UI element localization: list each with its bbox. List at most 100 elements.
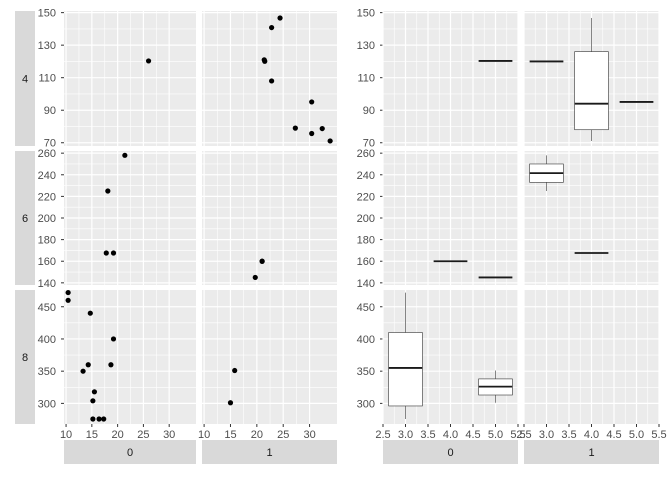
col-strip-label: 1 [588, 447, 594, 459]
x-tick-label: 30 [163, 429, 175, 441]
y-tick-label: 140 [38, 278, 56, 290]
col-strip-0 [383, 440, 518, 464]
scatter-point [85, 362, 91, 368]
panel-row-6-col-0 [64, 151, 196, 285]
x-tick-label: 4.0 [443, 429, 458, 441]
scatter-point [108, 362, 114, 368]
x-tick-label: 3.0 [398, 429, 413, 441]
col-strip-label: 0 [447, 447, 453, 459]
panel-row-4-col-1 [202, 11, 337, 146]
x-tick-label: 2.5 [516, 429, 531, 441]
y-tick-label: 400 [357, 334, 375, 346]
x-tick-label: 15 [224, 429, 236, 441]
scatter-point [91, 389, 98, 395]
panel-row-4-col-1 [523, 11, 660, 146]
y-tick-label: 450 [357, 302, 375, 314]
row-strip-6 [15, 151, 35, 285]
scatter-point [103, 250, 109, 256]
scatter-point [252, 274, 258, 281]
col-strip-label: 0 [127, 447, 133, 459]
panel-background [202, 290, 337, 424]
col-strip-label: 1 [266, 447, 272, 459]
panel-row-6-col-0 [382, 151, 519, 285]
y-tick-label: 220 [357, 191, 375, 203]
y-tick-label: 400 [38, 334, 56, 346]
panel-row-8-col-1 [202, 290, 337, 424]
y-tick-label: 70 [363, 138, 375, 150]
scatter-point [319, 125, 325, 132]
x-tick-label: 3.5 [561, 429, 576, 441]
x-tick-label: 30 [303, 429, 315, 441]
x-tick-label: 10 [60, 429, 72, 441]
scatter-point [292, 125, 298, 131]
y-tick-label: 150 [357, 8, 375, 20]
boxplot-iqr-box [388, 332, 423, 407]
x-tick-label: 20 [251, 429, 263, 441]
boxplot-box [529, 155, 564, 191]
scatter-point [269, 78, 275, 84]
row-strip-4 [15, 11, 35, 146]
scatter-point [227, 400, 234, 406]
y-tick-label: 180 [38, 235, 56, 247]
x-tick-label: 25 [137, 429, 149, 441]
scatter-point [269, 24, 275, 31]
boxplot-box [388, 292, 423, 419]
scatter-point [327, 138, 333, 144]
y-tick-label: 200 [357, 213, 375, 225]
scatter-point [277, 15, 283, 21]
scatter-point [232, 367, 238, 374]
x-tick-label: 4.5 [606, 429, 621, 441]
scatter-point [65, 297, 71, 303]
y-tick-label: 160 [357, 256, 375, 268]
y-tick-label: 130 [38, 40, 56, 52]
panel-row-4-col-0 [64, 11, 196, 146]
scatter-point [110, 250, 117, 256]
chart-root: 4709011013015061401601802002202402608300… [15, 8, 667, 464]
panel-row-8-col-1 [523, 290, 660, 424]
boxplot-box [574, 17, 609, 141]
panel-row-6-col-1 [523, 151, 660, 285]
x-tick-label: 5.5 [510, 429, 525, 441]
col-strip-0 [64, 440, 196, 464]
y-tick-label: 140 [357, 278, 375, 290]
y-tick-label: 300 [38, 398, 56, 410]
scatter-point [309, 99, 315, 105]
y-tick-label: 260 [38, 148, 56, 160]
y-tick-label: 130 [357, 40, 375, 52]
y-tick-label: 90 [44, 105, 56, 117]
row-strip-label: 4 [22, 74, 28, 86]
scatter-point [87, 310, 93, 316]
y-tick-label: 90 [363, 105, 375, 117]
x-tick-label: 5.5 [651, 429, 666, 441]
scatter-point [261, 57, 267, 63]
col-strip-1 [202, 440, 337, 464]
y-tick-label: 300 [357, 398, 375, 410]
y-tick-label: 350 [357, 366, 375, 378]
y-tick-label: 240 [357, 170, 375, 182]
panel-row-4-col-0 [382, 11, 519, 146]
scatter-point [105, 188, 111, 194]
row-strip-label: 6 [22, 213, 28, 225]
y-tick-label: 350 [38, 366, 56, 378]
scatter-point [90, 416, 96, 422]
x-tick-label: 25 [277, 429, 289, 441]
panel-row-6-col-1 [202, 151, 337, 285]
x-tick-label: 4.5 [465, 429, 480, 441]
boxplot-figure: 70 90 110 130 150 140 160 180 200 220 240 260 300 350… [357, 8, 667, 464]
y-tick-label: 70 [44, 138, 56, 150]
x-tick-label: 4.0 [584, 429, 599, 441]
row-strip-8 [15, 290, 35, 424]
x-tick-label: 2.5 [375, 429, 390, 441]
y-tick-label: 260 [357, 148, 375, 160]
y-tick-label: 150 [38, 8, 56, 20]
y-tick-label: 240 [38, 170, 56, 182]
col-strip-1 [524, 440, 659, 464]
y-tick-label: 220 [38, 191, 56, 203]
y-tick-label: 200 [38, 213, 56, 225]
scatter-point [65, 289, 71, 296]
panel-row-8-col-0 [382, 290, 519, 424]
scatter-point [309, 130, 315, 137]
x-tick-label: 3.5 [420, 429, 435, 441]
scatter-point [101, 416, 107, 422]
